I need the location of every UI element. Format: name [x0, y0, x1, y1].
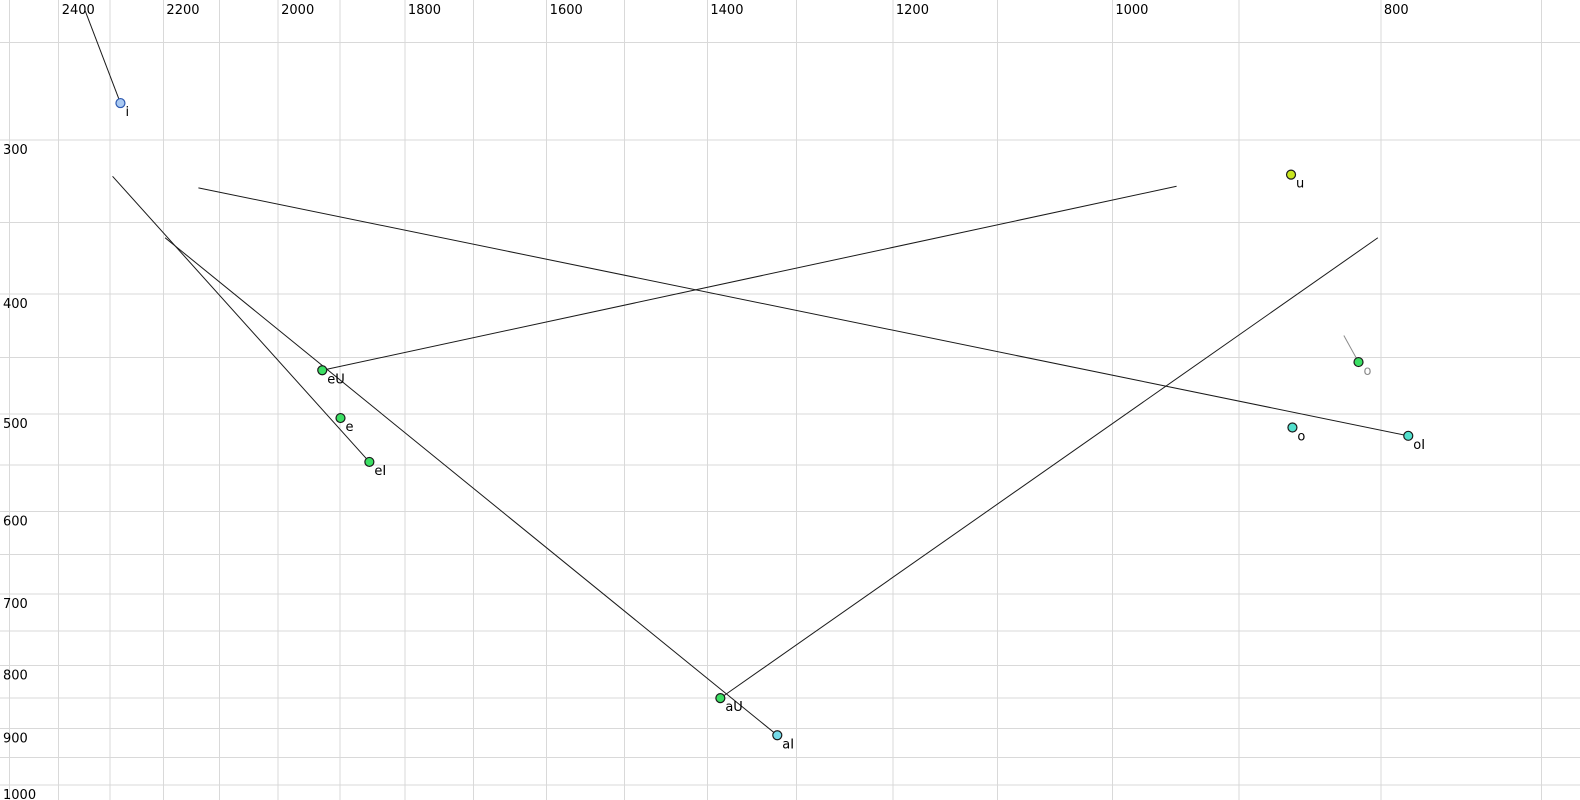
data-point-aI	[772, 730, 783, 741]
data-point-o-muted	[1353, 356, 1364, 368]
y-axis-tick-label-600: 600	[3, 514, 28, 529]
data-point-label-aI: aI	[782, 737, 794, 752]
data-point-aU	[715, 693, 726, 704]
y-axis-tick-label-800: 800	[3, 669, 28, 684]
y-axis-tick-label-700: 700	[3, 597, 28, 612]
trajectory-line-aU	[720, 237, 1379, 699]
x-axis-tick-label-1800: 1800	[408, 3, 441, 18]
data-point-oI	[1403, 430, 1414, 441]
x-axis-tick-label-1000: 1000	[1115, 3, 1148, 18]
data-point-label-o-muted: o	[1364, 364, 1372, 379]
trajectory-line-eI	[112, 175, 370, 463]
y-axis-tick-label-500: 500	[3, 417, 28, 432]
data-point-eU	[317, 365, 328, 376]
x-axis-tick-label-1400: 1400	[710, 3, 743, 18]
data-point-label-eI: eI	[374, 464, 386, 479]
data-point-label-e: e	[346, 420, 354, 435]
trajectory-line-oI	[198, 187, 1409, 437]
y-axis-tick-label-300: 300	[3, 143, 28, 158]
data-point-label-eU: eU	[327, 372, 345, 387]
x-axis-tick-label-2000: 2000	[281, 3, 314, 18]
data-point-eI	[364, 456, 375, 468]
trajectory-line-eU	[322, 185, 1177, 371]
y-axis-tick-label-900: 900	[3, 732, 28, 747]
trajectory-line-i	[84, 9, 121, 104]
trajectory-line-aI	[164, 237, 778, 736]
data-point-label-o: o	[1297, 430, 1305, 445]
x-axis-tick-label-1600: 1600	[550, 3, 583, 18]
x-axis-tick-label-2400: 2400	[62, 3, 95, 18]
data-point-label-i: i	[125, 105, 129, 120]
y-axis-tick-label-400: 400	[3, 297, 28, 312]
y-axis-tick-label-1000: 1000	[3, 788, 36, 800]
data-point-u	[1285, 169, 1297, 180]
data-point-i	[115, 97, 126, 109]
x-axis-tick-label-800: 800	[1384, 3, 1409, 18]
data-point-label-u: u	[1296, 177, 1304, 192]
data-point-o	[1287, 422, 1298, 433]
data-point-label-oI: oI	[1413, 438, 1425, 453]
data-point-e	[335, 412, 346, 424]
x-axis-tick-label-1200: 1200	[896, 3, 929, 18]
x-axis-tick-label-2200: 2200	[166, 3, 199, 18]
data-point-label-aU: aU	[725, 700, 742, 715]
